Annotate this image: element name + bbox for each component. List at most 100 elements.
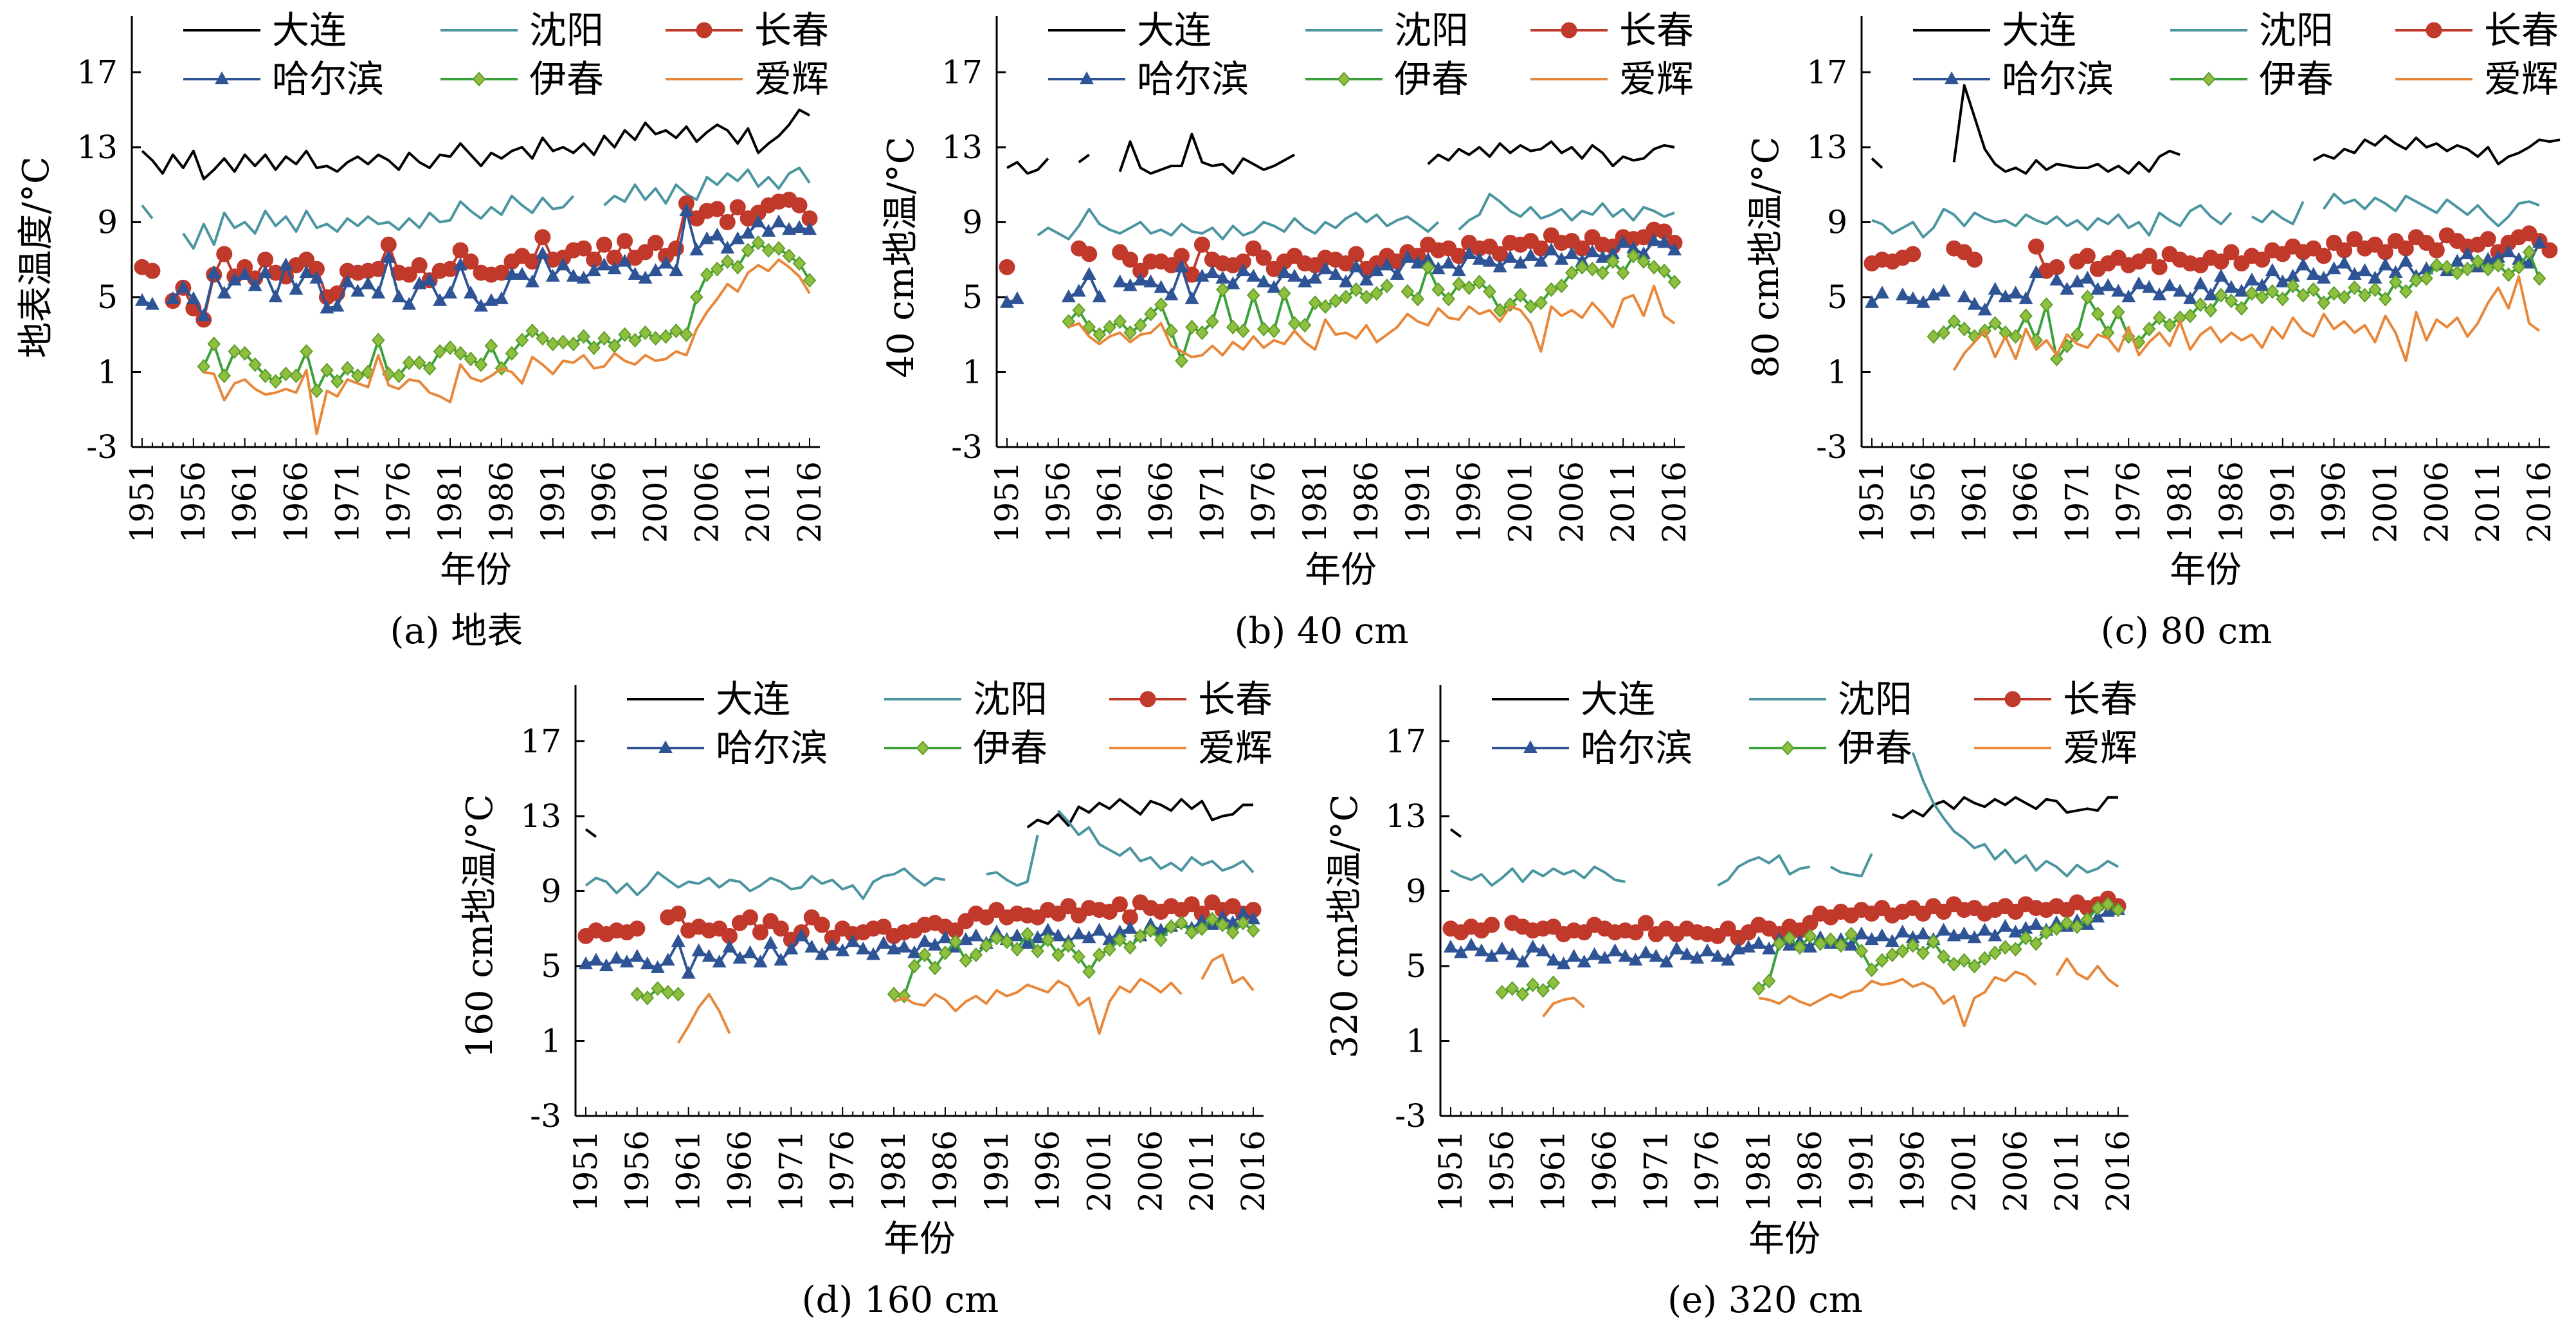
data-point [2203,288,2218,301]
data-point [2163,318,2177,333]
data-point [462,253,479,270]
data-point [979,938,993,953]
data-point [753,955,768,968]
data-point [628,267,642,280]
data-point [2532,235,2547,248]
data-point [1442,291,1456,307]
series-line [603,167,811,206]
data-point [825,937,840,951]
data-point [2389,275,2402,290]
x-tick-label: 1951 [1432,1130,1469,1212]
data-point [2275,274,2290,288]
series-line [1871,204,2233,239]
x-tick-label: 1991 [1399,461,1437,543]
legend-label: 大连 [2002,8,2076,52]
data-point [856,941,871,955]
data-point [2276,291,2290,307]
data-point [722,939,737,953]
data-point [1051,947,1065,962]
series-4 [1864,235,2547,316]
data-point [2193,297,2208,313]
data-point [897,939,912,953]
series-line [1952,275,2541,371]
data-point [2018,930,2033,946]
legend-item: 大连 [1492,677,1655,721]
x-tick-label: 1971 [329,461,366,543]
data-point [1154,932,1168,947]
series-2 [1450,752,2119,887]
data-point [1566,949,1581,962]
data-point [719,214,736,230]
data-point [331,374,344,389]
x-axis-title: 年份 [440,549,512,591]
data-point [361,276,376,289]
series-1 [141,108,810,181]
data-point [1236,906,1251,919]
data-point [1010,291,1024,304]
x-axis-title: 年份 [884,1218,956,1260]
data-point [599,958,613,971]
data-point [2050,351,2064,367]
data-point [1000,934,1014,949]
data-point [772,920,789,937]
x-axis-title: 年份 [2170,549,2242,591]
y-tick-label: 1 [1827,353,1847,390]
data-point [1719,920,1736,937]
data-point [2019,308,2033,324]
data-point [2501,244,2516,258]
data-point [670,905,687,922]
data-point [392,368,406,383]
data-point [515,333,529,348]
data-point [2327,261,2341,275]
y-tick-label: 9 [541,872,561,909]
data-point [1071,926,1086,940]
data-point [1401,284,1415,299]
x-tick-label: 1956 [1905,461,1942,543]
data-point [1267,280,1282,293]
data-point [2316,270,2331,284]
x-tick-label: 1971 [1193,461,1231,543]
data-point [1978,951,1991,966]
legend-marker [658,740,673,753]
data-point [2399,284,2413,299]
data-point [1782,930,1797,946]
data-point [1298,318,1312,333]
data-point [1606,246,1620,259]
data-point [1256,274,1271,288]
series-2 [141,167,811,250]
data-point [1431,282,1446,297]
data-point [751,235,765,250]
data-point [1741,939,1756,953]
data-point [1905,930,1920,944]
data-point [2152,310,2166,325]
data-point [1667,242,1682,256]
x-tick-label: 2001 [637,461,674,543]
data-point [392,289,406,302]
data-point [741,225,756,239]
x-tick-label: 2011 [2048,1130,2085,1212]
series-line [2055,957,2119,988]
data-point [2541,242,2558,259]
data-point [1544,242,1559,256]
chart-panel-e: -3 1 5 9 13 17 1951 1956 1961 1966 1971 1976 1981 198… [1324,677,2137,1321]
series-3 [1442,890,2127,946]
data-point [196,308,211,322]
data-point [1926,288,1941,301]
legend-label: 伊春 [2259,57,2334,101]
data-point [907,945,922,958]
data-point [1896,944,1910,959]
data-point [1123,940,1137,955]
series-6 [676,953,1255,1044]
legend-label: 爱辉 [754,57,829,101]
legend-label: 爱辉 [2484,57,2559,101]
data-point [248,278,262,291]
data-point [1111,896,1128,913]
y-tick-label: -3 [86,428,118,466]
data-point [1525,939,1540,953]
data-point [1103,942,1116,957]
series-line [1118,132,1296,175]
data-point [1010,928,1024,942]
series-line [1542,996,1585,1018]
data-point [1443,939,1458,953]
